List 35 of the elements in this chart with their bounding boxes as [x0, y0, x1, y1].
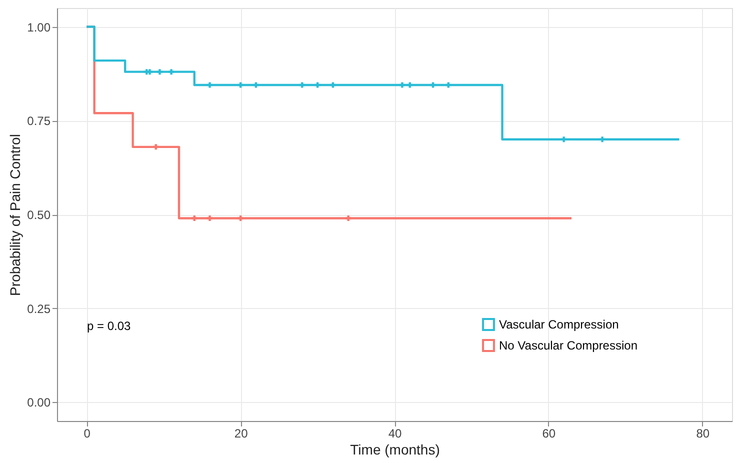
- point: [147, 69, 152, 75]
- annotation: p = 0.03: [87, 319, 132, 333]
- point: [299, 82, 305, 88]
- point: [153, 144, 159, 150]
- point: [253, 82, 259, 88]
- y-tick-label: 1.00: [27, 20, 51, 34]
- point: [330, 82, 336, 88]
- point: [168, 69, 174, 75]
- legend-label: No Vascular Compression: [499, 338, 638, 352]
- x-tick-label: 20: [234, 426, 248, 440]
- point: [407, 82, 413, 88]
- y-tick-label: 0.25: [27, 302, 51, 316]
- point: [346, 216, 352, 221]
- y-tick-label: 0.50: [27, 208, 51, 222]
- point: [207, 216, 213, 221]
- legend-label: Vascular Compression: [499, 318, 619, 332]
- y-axis-title: Probability of Pain Control: [7, 134, 24, 296]
- x-tick-label: 40: [388, 426, 402, 440]
- point: [238, 216, 244, 221]
- point: [561, 136, 567, 142]
- point: [399, 82, 405, 88]
- x-tick-label: 60: [542, 426, 556, 440]
- point: [430, 82, 436, 88]
- point: [238, 82, 244, 88]
- x-tick-label: 80: [696, 426, 710, 440]
- y-tick-label: 0.00: [27, 396, 51, 410]
- point: [207, 82, 213, 88]
- point: [600, 136, 606, 142]
- point: [446, 82, 452, 88]
- x-tick-label: 0: [84, 426, 91, 440]
- point: [314, 82, 320, 88]
- x-axis-title: Time (months): [350, 442, 440, 458]
- point: [192, 216, 198, 221]
- point: [157, 69, 162, 75]
- y-tick-label: 0.75: [27, 114, 51, 128]
